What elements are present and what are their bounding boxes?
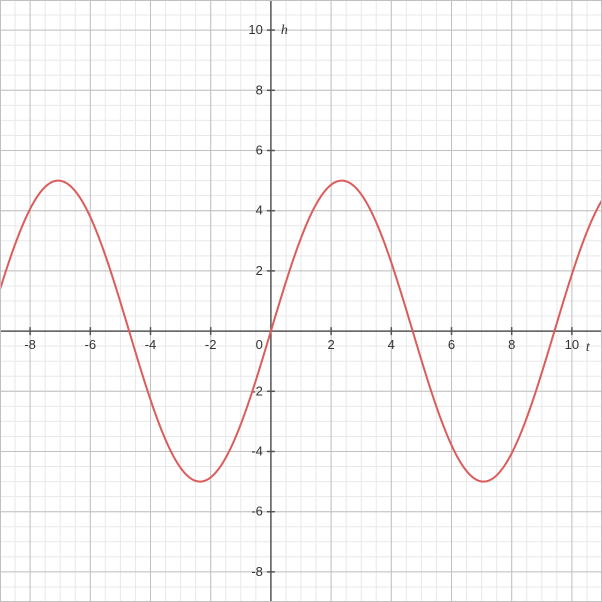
y-tick-label: -8: [251, 564, 263, 579]
y-tick-label: 2: [256, 263, 263, 278]
y-tick-label: -6: [251, 504, 263, 519]
x-tick-label: -8: [24, 337, 36, 352]
y-tick-label: 8: [256, 82, 263, 97]
origin-label: 0: [256, 337, 263, 352]
x-tick-label: 4: [388, 337, 395, 352]
y-tick-label: 10: [248, 22, 262, 37]
y-tick-label: 6: [256, 143, 263, 158]
chart-container: -8-6-4-2246810-8-6-4-22468100ht: [0, 0, 602, 602]
x-tick-label: 6: [448, 337, 455, 352]
x-tick-label: -2: [205, 337, 217, 352]
y-tick-label: 4: [256, 203, 263, 218]
y-axis-label: h: [281, 23, 288, 38]
sine-chart: -8-6-4-2246810-8-6-4-22468100ht: [0, 0, 602, 602]
x-tick-label: 8: [508, 337, 515, 352]
x-tick-label: -4: [145, 337, 157, 352]
x-tick-label: 10: [565, 337, 579, 352]
y-tick-label: -4: [251, 444, 263, 459]
x-tick-label: 2: [327, 337, 334, 352]
x-tick-label: -6: [85, 337, 97, 352]
